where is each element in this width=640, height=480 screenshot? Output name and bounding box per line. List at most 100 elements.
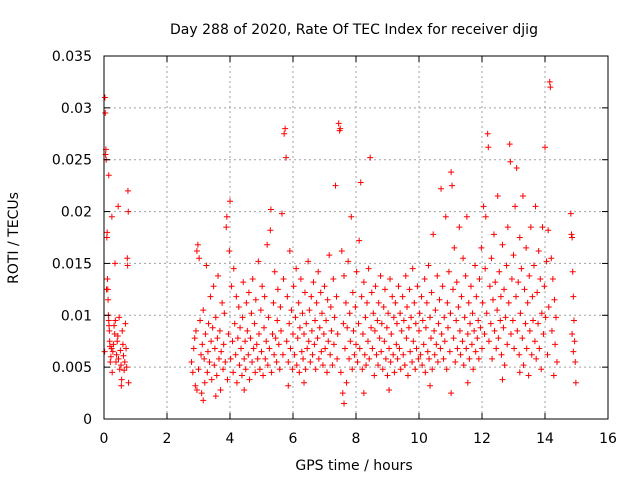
data-point-marker: [523, 345, 530, 352]
data-point-marker: [502, 314, 509, 321]
data-point-marker: [396, 345, 403, 352]
data-point-marker: [348, 213, 355, 220]
data-point-marker: [510, 252, 517, 259]
data-point-marker: [507, 158, 514, 165]
data-point-marker: [494, 307, 501, 314]
data-point-marker: [274, 286, 281, 293]
data-point-marker: [516, 351, 523, 358]
data-point-marker: [315, 268, 322, 275]
data-point-marker: [117, 347, 124, 354]
chart-title: Day 288 of 2020, Rate Of TEC Index for r…: [170, 22, 538, 38]
data-point-marker: [392, 299, 399, 306]
data-point-marker: [323, 317, 330, 324]
data-point-marker: [395, 283, 402, 290]
data-point-marker: [419, 362, 426, 369]
data-point-marker: [297, 275, 304, 282]
data-point-marker: [314, 335, 321, 342]
data-point-marker: [545, 303, 552, 310]
data-point-marker: [261, 293, 268, 300]
data-point-marker: [341, 345, 348, 352]
data-point-marker: [331, 314, 338, 321]
data-point-marker: [407, 348, 414, 355]
data-point-marker: [293, 265, 300, 272]
data-point-marker: [572, 358, 579, 365]
data-point-marker: [261, 324, 268, 331]
data-point-marker: [570, 293, 577, 300]
data-point-marker: [222, 358, 229, 365]
data-point-marker: [408, 314, 415, 321]
data-point-marker: [572, 379, 579, 386]
data-point-marker: [243, 299, 250, 306]
data-point-marker: [485, 338, 492, 345]
data-point-marker: [567, 210, 574, 217]
data-point-marker: [497, 293, 504, 300]
data-point-marker: [500, 324, 507, 331]
data-point-marker: [198, 351, 205, 358]
data-point-marker: [344, 324, 351, 331]
data-point-marker: [292, 314, 299, 321]
data-point-marker: [552, 341, 559, 348]
data-point-marker: [106, 322, 113, 329]
data-point-marker: [223, 213, 230, 220]
data-point-marker: [380, 303, 387, 310]
data-point-marker: [450, 286, 457, 293]
data-point-marker: [200, 397, 207, 404]
data-point-marker: [529, 293, 536, 300]
data-point-marker: [249, 358, 256, 365]
data-point-marker: [375, 362, 382, 369]
data-point-marker: [264, 362, 271, 369]
data-point-marker: [201, 379, 208, 386]
data-point-marker: [115, 203, 122, 210]
data-point-marker: [346, 355, 353, 362]
data-point-marker: [322, 345, 329, 352]
data-point-marker: [496, 268, 503, 275]
data-point-marker: [551, 296, 558, 303]
data-point-marker: [452, 358, 459, 365]
data-point-marker: [338, 247, 345, 254]
data-point-marker: [193, 386, 200, 393]
data-point-marker: [447, 310, 454, 317]
data-point-marker: [252, 369, 259, 376]
data-point-marker: [299, 310, 306, 317]
data-point-marker: [245, 351, 252, 358]
data-point-marker: [120, 352, 127, 359]
data-point-marker: [400, 317, 407, 324]
data-point-marker: [456, 327, 463, 334]
data-point-marker: [122, 320, 129, 327]
data-point-marker: [482, 265, 489, 272]
data-point-marker: [361, 351, 368, 358]
data-point-marker: [109, 348, 116, 355]
data-point-marker: [530, 317, 537, 324]
data-point-marker: [412, 320, 419, 327]
data-point-marker: [291, 351, 298, 358]
data-point-marker: [330, 341, 337, 348]
data-point-marker: [267, 206, 274, 213]
data-point-marker: [445, 268, 452, 275]
data-point-marker: [227, 355, 234, 362]
data-point-marker: [526, 272, 533, 279]
data-point-marker: [427, 382, 434, 389]
data-point-marker: [342, 299, 349, 306]
y-tick-label: 0.02: [61, 205, 92, 221]
data-point-marker: [378, 348, 385, 355]
data-point-marker: [204, 348, 211, 355]
data-point-marker: [394, 355, 401, 362]
data-point-marker: [543, 258, 550, 265]
data-point-marker: [324, 369, 331, 376]
data-point-marker: [103, 234, 110, 241]
data-point-marker: [251, 320, 258, 327]
data-point-marker: [101, 94, 108, 101]
data-point-marker: [449, 182, 456, 189]
data-point-marker: [327, 303, 334, 310]
data-point-marker: [234, 335, 241, 342]
data-point-marker: [550, 372, 557, 379]
data-point-marker: [480, 203, 487, 210]
data-point-marker: [123, 364, 130, 371]
data-point-marker: [239, 314, 246, 321]
data-point-marker: [435, 320, 442, 327]
data-point-marker: [284, 293, 291, 300]
data-point-marker: [536, 345, 543, 352]
data-point-marker: [192, 327, 199, 334]
data-point-marker: [371, 327, 378, 334]
data-point-marker: [362, 314, 369, 321]
